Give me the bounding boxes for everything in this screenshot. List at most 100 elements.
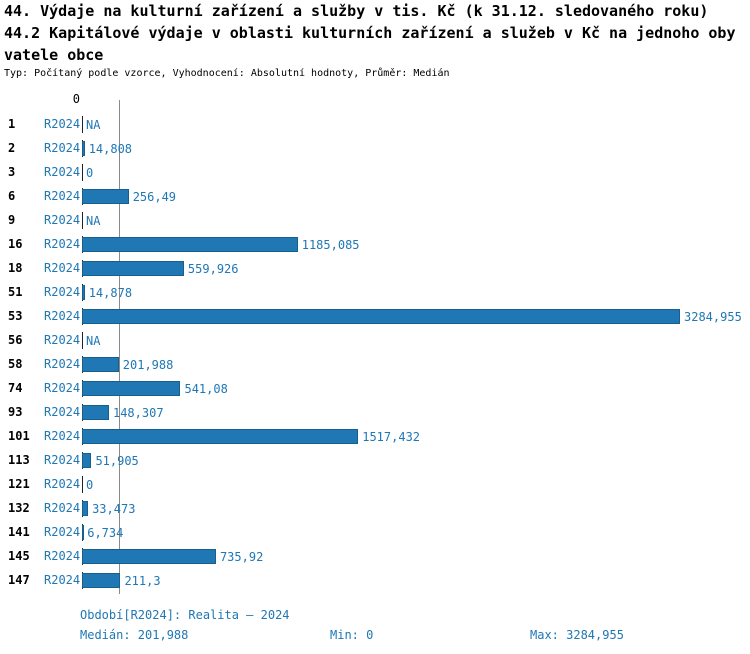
row-id-label: 147 [8, 573, 30, 587]
row-id-label: 16 [8, 237, 23, 251]
row-series-label: R2024 [44, 117, 81, 131]
row-id-label: 93 [8, 405, 23, 419]
row-series-label: R2024 [44, 477, 81, 491]
bar-value-label: 1185,085 [301, 238, 360, 252]
bar-value-label: 559,926 [187, 262, 239, 276]
bar-value-label: NA [86, 334, 101, 348]
bar-value-label: 541,08 [184, 382, 228, 396]
bar-chart-rows: 1 R2024 NA 2 R2024 14,808 3 R2024 0 6 R2024 256,49 9… [0, 113, 750, 593]
bar-value-label: 1517,432 [362, 430, 421, 444]
row-series-label: R2024 [44, 405, 81, 419]
row-id-label: 51 [8, 285, 23, 299]
row-id-label: 3 [8, 165, 16, 179]
row-id-label: 74 [8, 381, 23, 395]
bar-value-label: 14,878 [88, 286, 133, 300]
bar [82, 357, 119, 372]
row-id-label: 145 [8, 549, 30, 563]
bar-value-label: 0 [86, 166, 94, 180]
bar-row: 16 R2024 1185,085 [0, 233, 750, 257]
row-series-label: R2024 [44, 261, 81, 275]
bar [82, 525, 84, 540]
row-series-label: R2024 [44, 213, 81, 227]
bar-row: 1 R2024 NA [0, 113, 750, 137]
bar-value-label: 33,473 [92, 502, 136, 516]
bar [82, 381, 181, 396]
row-id-label: 113 [8, 453, 30, 467]
bar [82, 573, 121, 588]
bar [82, 285, 85, 300]
bar-row: 93 R2024 148,307 [0, 401, 750, 425]
bar [82, 309, 680, 324]
bar [82, 237, 298, 252]
chart-subtitle: Typ: Počítaný podle vzorce, Vyhodnocení:… [4, 68, 450, 79]
row-series-label: R2024 [44, 333, 81, 347]
median-stat: Medián: 201,988 [80, 628, 189, 642]
row-id-label: 56 [8, 333, 23, 347]
bar-row: 18 R2024 559,926 [0, 257, 750, 281]
bar-value-label: 51,905 [95, 454, 139, 468]
bar-row: 9 R2024 NA [0, 209, 750, 233]
row-id-label: 18 [8, 261, 23, 275]
bar-row: 6 R2024 256,49 [0, 185, 750, 209]
row-id-label: 53 [8, 309, 23, 323]
median-reference-line [118, 100, 120, 594]
bar-row: 101 R2024 1517,432 [0, 425, 750, 449]
row-series-label: R2024 [44, 237, 81, 251]
bar [82, 501, 89, 516]
row-series-label: R2024 [44, 429, 81, 443]
row-id-label: 1 [8, 117, 16, 131]
bar-row: 51 R2024 14,878 [0, 281, 750, 305]
bar-value-label: NA [86, 118, 101, 132]
row-series-label: R2024 [44, 285, 81, 299]
row-series-label: R2024 [44, 165, 81, 179]
row-series-label: R2024 [44, 309, 81, 323]
row-series-label: R2024 [44, 141, 81, 155]
row-id-label: 141 [8, 525, 30, 539]
min-stat: Min: 0 [330, 628, 374, 642]
bar [82, 405, 109, 420]
row-series-label: R2024 [44, 573, 81, 587]
bar-value-label: 256,49 [132, 190, 177, 204]
row-series-label: R2024 [44, 189, 81, 203]
max-stat: Max: 3284,955 [530, 628, 624, 642]
bar-value-label: 735,92 [219, 550, 264, 564]
bar-value-label: 148,307 [112, 406, 164, 420]
row-id-label: 6 [8, 189, 16, 203]
bar-row: 145 R2024 735,92 [0, 545, 750, 569]
bar-row: 74 R2024 541,08 [0, 377, 750, 401]
row-series-label: R2024 [44, 525, 81, 539]
period-label: Období[R2024]: Realita – 2024 [80, 608, 290, 622]
row-series-label: R2024 [44, 549, 81, 563]
row-series-label: R2024 [44, 357, 81, 371]
bar-value-label: 3284,955 [684, 310, 742, 324]
row-series-label: R2024 [44, 501, 81, 515]
bar [82, 261, 184, 276]
chart-title-line3: vatele obce [4, 46, 104, 64]
bar-row: 113 R2024 51,905 [0, 449, 750, 473]
bar-row: 147 R2024 211,3 [0, 569, 750, 593]
bar-row: 53 R2024 3284,955 [0, 305, 750, 329]
chart-title-line2: 44.2 Kapitálové výdaje v oblasti kulturn… [4, 24, 736, 42]
bar-value-label: 211,3 [124, 574, 161, 588]
bar-value-label: 14,808 [88, 142, 133, 156]
row-series-label: R2024 [44, 381, 81, 395]
bar [82, 453, 92, 468]
bar-row: 141 R2024 6,734 [0, 521, 750, 545]
row-series-label: R2024 [44, 453, 81, 467]
bar [82, 141, 85, 156]
bar [82, 189, 129, 204]
bar-value-label: 201,988 [122, 358, 174, 372]
row-id-label: 101 [8, 429, 30, 443]
row-id-label: 58 [8, 357, 23, 371]
bar [82, 429, 359, 444]
row-id-label: 132 [8, 501, 30, 515]
bar [82, 549, 216, 564]
x-axis-zero-label: 0 [72, 92, 80, 106]
bar-value-label: 0 [86, 478, 94, 492]
bar-row: 56 R2024 NA [0, 329, 750, 353]
bar-value-label: 6,734 [87, 526, 124, 540]
bar-row: 121 R2024 0 [0, 473, 750, 497]
bar-row: 132 R2024 33,473 [0, 497, 750, 521]
bar-row: 58 R2024 201,988 [0, 353, 750, 377]
row-id-label: 121 [8, 477, 30, 491]
